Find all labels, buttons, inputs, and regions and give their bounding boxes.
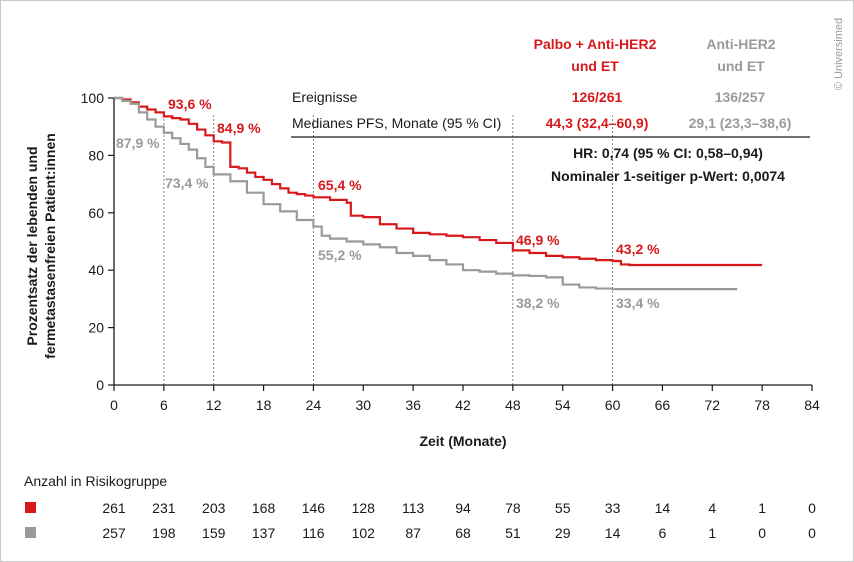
legend-red-name-line1: Palbo + Anti-HER2 (534, 36, 657, 52)
x-tick-label-66: 66 (655, 397, 671, 413)
red-annotation-48mo: 46,9 % (516, 232, 560, 248)
x-tick-label-54: 54 (555, 397, 571, 413)
risk-red-swatch (25, 502, 36, 513)
events-gray-value: 136/257 (715, 89, 766, 105)
risk-red-value: 55 (555, 500, 571, 516)
x-tick-label-6: 6 (160, 397, 168, 413)
legend-gray-name-line1: Anti-HER2 (706, 36, 775, 52)
survival-curves (114, 96, 763, 291)
risk-gray-value: 68 (455, 525, 471, 541)
risk-red-value: 146 (302, 500, 326, 516)
risk-red-value: 1 (758, 500, 766, 516)
p-value-text: Nominaler 1-seitiger p-Wert: 0,0074 (551, 168, 785, 184)
red-annotation-60mo: 43,2 % (616, 241, 660, 257)
risk-red-value: 0 (808, 500, 816, 516)
x-tick-label-30: 30 (355, 397, 371, 413)
gray-annotation-6mo: 87,9 % (116, 135, 160, 151)
risk-gray-value: 116 (302, 525, 325, 541)
palbo-curve (114, 96, 763, 267)
red-annotation-12mo: 84,9 % (217, 120, 261, 136)
risk-red-value: 168 (252, 500, 276, 516)
y-tick-label-40: 40 (88, 262, 104, 278)
risk-red-value: 128 (352, 500, 376, 516)
risk-red-value: 14 (655, 500, 671, 516)
x-tick-label-48: 48 (505, 397, 521, 413)
risk-gray-value: 0 (758, 525, 766, 541)
risk-gray-value: 137 (252, 525, 276, 541)
x-tick-label-36: 36 (405, 397, 421, 413)
x-tick-label-72: 72 (704, 397, 720, 413)
hazard-ratio-text: HR: 0,74 (95 % CI: 0,58–0,94) (573, 145, 763, 161)
risk-gray-value: 102 (352, 525, 376, 541)
risk-red-value: 78 (505, 500, 521, 516)
risk-red-value: 113 (402, 500, 425, 516)
y-axis-title-line1: Prozentsatz der lebenden und (24, 146, 40, 345)
risk-table-title: Anzahl in Risikogruppe (24, 473, 167, 489)
risk-gray-value: 14 (605, 525, 621, 541)
reference-lines (163, 115, 614, 385)
x-tick-label-12: 12 (206, 397, 222, 413)
legend-gray-name-line2: und ET (717, 58, 765, 74)
risk-red-value: 203 (202, 500, 226, 516)
gray-annotation-60mo: 33,4 % (616, 295, 660, 311)
median-pfs-label: Medianes PFS, Monate (95 % CI) (292, 115, 501, 131)
risk-red-value: 33 (605, 500, 621, 516)
events-label: Ereignisse (292, 89, 358, 105)
gray-annotation-24mo: 55,2 % (318, 247, 362, 263)
risk-red-value: 4 (708, 500, 716, 516)
events-red-value: 126/261 (572, 89, 623, 105)
y-axis-title-line2: fermetastasenfreien Patient:innen (42, 133, 58, 359)
x-tick-label-60: 60 (605, 397, 621, 413)
risk-red-value: 94 (455, 500, 471, 516)
x-tick-label-84: 84 (804, 397, 820, 413)
x-tick-label-18: 18 (256, 397, 272, 413)
risk-gray-value: 0 (808, 525, 816, 541)
risk-gray-swatch (25, 527, 36, 538)
y-tick-label-60: 60 (88, 205, 104, 221)
risk-red-value: 261 (102, 500, 126, 516)
risk-red-value: 231 (152, 500, 176, 516)
gray-annotation-48mo: 38,2 % (516, 295, 560, 311)
risk-gray-value: 29 (555, 525, 571, 541)
risk-gray-value: 198 (152, 525, 176, 541)
red-annotation-24mo: 65,4 % (318, 177, 362, 193)
median-pfs-gray-value: 29,1 (23,3–38,6) (689, 115, 792, 131)
gray-annotation-12mo: 73,4 % (165, 175, 209, 191)
anti-her2-curve (114, 96, 738, 291)
x-tick-label-78: 78 (754, 397, 770, 413)
y-tick-label-100: 100 (81, 90, 105, 106)
risk-gray-value: 6 (659, 525, 667, 541)
axes: 0 20 40 60 80 100 0 6 12 18 24 30 36 42 48 54 60 66 72 78 84 (81, 90, 820, 413)
risk-gray-value: 51 (505, 525, 521, 541)
risk-gray-value: 1 (708, 525, 716, 541)
x-axis-title: Zeit (Monate) (419, 433, 506, 449)
risk-gray-value: 87 (405, 525, 421, 541)
x-tick-label-42: 42 (455, 397, 471, 413)
red-annotation-6mo: 93,6 % (168, 96, 212, 112)
risk-gray-value: 159 (202, 525, 226, 541)
x-tick-label-0: 0 (110, 397, 118, 413)
legend-red-name-line2: und ET (571, 58, 619, 74)
x-tick-label-24: 24 (306, 397, 322, 413)
watermark: © Universimed (833, 18, 845, 90)
median-pfs-red-value: 44,3 (32,4–60,9) (546, 115, 649, 131)
y-tick-label-0: 0 (96, 377, 104, 393)
y-tick-label-20: 20 (88, 320, 104, 336)
risk-gray-value: 257 (102, 525, 126, 541)
y-tick-label-80: 80 (88, 147, 104, 163)
